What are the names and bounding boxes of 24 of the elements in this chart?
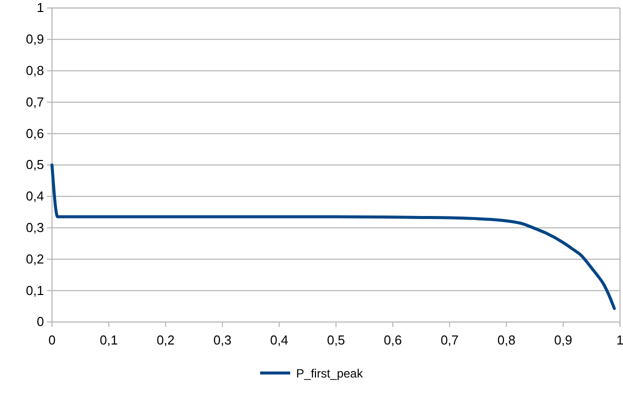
x-tick-label: 0	[48, 332, 56, 348]
x-tick-label: 0,8	[497, 332, 516, 348]
y-tick-label: 0,5	[26, 157, 44, 172]
y-tick-label: 0,8	[26, 62, 44, 78]
line-series	[50, 164, 616, 310]
x-tick-label: 0,5	[326, 332, 346, 348]
x-tick-label: 0,6	[384, 332, 402, 348]
y-tick-label: 1	[36, 0, 44, 16]
x-tick-label: 1	[616, 332, 623, 348]
y-tick-label: 0,4	[26, 188, 44, 204]
y-tick-label: 0,3	[26, 220, 44, 235]
y-tick-label: 0,7	[26, 94, 44, 110]
x-tick-label: 0,3	[213, 332, 232, 348]
x-tick-label: 0,4	[270, 332, 288, 348]
x-tick-label: 0,7	[440, 332, 459, 348]
legend-label: P_first_peak	[296, 366, 364, 380]
y-tick-label: 0,1	[26, 282, 44, 298]
x-tick-label: 0,9	[554, 332, 572, 348]
x-tick-label: 0,2	[156, 332, 175, 348]
y-tick-label: 0,6	[26, 126, 44, 141]
x-tick-label: 0,1	[100, 332, 118, 348]
y-tick-label: 0,2	[26, 251, 44, 266]
y-tick-label: 0,9	[26, 32, 44, 47]
y-tick-label: 0	[36, 314, 44, 330]
